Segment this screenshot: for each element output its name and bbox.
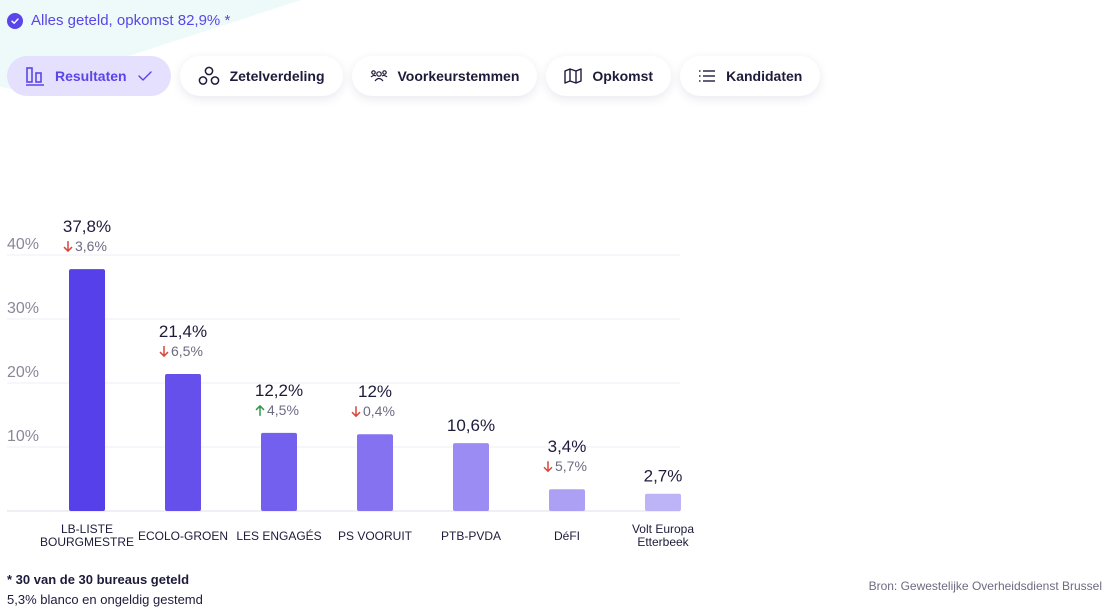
list-icon [698, 69, 716, 83]
footnotes: * 30 van de 30 bureaus geteld 5,3% blanc… [7, 570, 203, 610]
checkmark-icon [137, 69, 153, 83]
change-value: 6,5% [171, 343, 203, 359]
y-tick-label: 20% [7, 364, 39, 381]
change-value: 0,4% [363, 403, 395, 419]
source-note: Bron: Gewestelijke Overheidsdienst Bruss… [868, 579, 1102, 593]
y-tick-label: 40% [7, 236, 39, 253]
value-label: 21,4% [159, 322, 207, 341]
arrow-down-icon [63, 241, 73, 253]
tab-opkomst[interactable]: Opkomst [546, 56, 672, 96]
bar [357, 434, 393, 511]
counted-note: * 30 van de 30 bureaus geteld [7, 572, 190, 587]
arrow-down-icon [159, 346, 169, 358]
bar [645, 493, 681, 511]
status-text: Alles geteld, opkomst 82,9% * [31, 12, 231, 29]
tab-label: Resultaten [55, 68, 127, 84]
tab-label: Voorkeurstemmen [397, 68, 520, 84]
count-status: Alles geteld, opkomst 82,9% * [7, 12, 230, 29]
check-circle-icon [7, 12, 23, 29]
change-label: 4,5% [255, 402, 299, 418]
arrow-down-icon [543, 461, 553, 473]
category-label: Volt Europa Etterbeek [632, 522, 694, 549]
map-icon [564, 68, 583, 84]
bar [453, 443, 489, 511]
value-label: 12% [358, 382, 392, 401]
people-icon [370, 69, 388, 83]
category-label: LES ENGAGÉS [236, 528, 321, 543]
tab-resultaten[interactable]: Resultaten [7, 56, 171, 96]
change-label: 5,7% [543, 458, 587, 474]
change-label: 6,5% [159, 343, 203, 359]
change-value: 4,5% [267, 402, 299, 418]
category-label: DéFI [554, 529, 580, 543]
circles-icon [198, 66, 220, 86]
results-bar-chart: 10% 20% 30% 40% 3,6% 37,8% LB-LISTE BOURGMESTRE… [7, 217, 694, 549]
value-label: 37,8% [63, 217, 111, 236]
tab-label: Opkomst [592, 68, 654, 84]
bar [261, 432, 297, 511]
arrow-up-icon [255, 404, 265, 416]
tab-zetelverdeling[interactable]: Zetelverdeling [179, 56, 343, 96]
bar [69, 269, 105, 511]
value-label: 12,2% [255, 381, 303, 400]
category-label: PTB-PVDA [441, 529, 501, 543]
tab-voorkeurstemmen[interactable]: Voorkeurstemmen [351, 56, 538, 96]
change-label: 3,6% [63, 238, 107, 254]
value-label: 2,7% [644, 467, 683, 486]
value-label: 3,4% [548, 437, 587, 456]
change-value: 3,6% [75, 238, 107, 254]
tab-kandidaten[interactable]: Kandidaten [680, 56, 821, 96]
category-label: LB-LISTE BOURGMESTRE [40, 522, 134, 549]
view-tabs: Resultaten Zetelverdeling Voorkeurstemme… [7, 56, 821, 96]
change-value: 5,7% [555, 458, 587, 474]
bar [165, 374, 201, 511]
category-label: ECOLO-GROEN [138, 529, 228, 543]
bar-chart-icon [25, 66, 45, 86]
value-label: 10,6% [447, 416, 495, 435]
y-tick-label: 30% [7, 300, 39, 317]
blank-votes-note: 5,3% blanco en ongeldig gestemd [7, 592, 203, 607]
arrow-down-icon [351, 406, 361, 418]
tab-label: Zetelverdeling [229, 68, 325, 84]
change-label: 0,4% [351, 403, 395, 419]
y-tick-label: 10% [7, 428, 39, 445]
category-label: PS VOORUIT [338, 529, 413, 543]
bar [549, 489, 585, 511]
tab-label: Kandidaten [726, 68, 803, 84]
